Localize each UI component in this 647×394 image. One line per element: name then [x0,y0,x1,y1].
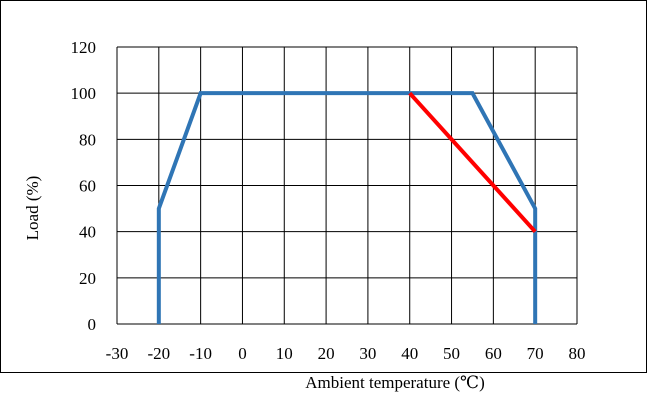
y-tick-label-6: 120 [71,38,97,57]
x-tick-label-10: 70 [527,344,544,363]
y-tick-label-2: 40 [79,223,96,242]
x-tick-label-1: -20 [147,344,170,363]
x-tick-label-11: 80 [569,344,586,363]
x-tick-label-5: 20 [318,344,335,363]
y-tick-label-4: 80 [79,130,96,149]
x-tick-label-2: -10 [189,344,212,363]
y-tick-label-1: 20 [79,269,96,288]
x-tick-label-6: 30 [359,344,376,363]
y-tick-labels: 0 20 40 60 80 100 120 [71,38,97,334]
y-axis-title: Load (%) [23,176,42,241]
x-tick-label-7: 40 [401,344,418,363]
x-tick-label-9: 60 [485,344,502,363]
x-tick-label-0: -30 [106,344,129,363]
x-tick-labels: -30 -20 -10 0 10 20 30 40 50 60 70 80 [106,344,586,363]
y-tick-label-0: 0 [88,315,97,334]
series-lines [156,91,538,324]
y-tick-label-5: 100 [71,84,97,103]
series-line-1 [408,91,537,234]
y-tick-label-3: 60 [79,177,96,196]
chart-frame [0,0,647,373]
x-tick-label-3: 0 [238,344,247,363]
x-axis-title: Ambient temperature (℃) [305,373,485,392]
x-tick-label-4: 10 [276,344,293,363]
series-line-0 [156,91,538,324]
x-tick-label-8: 50 [443,344,460,363]
